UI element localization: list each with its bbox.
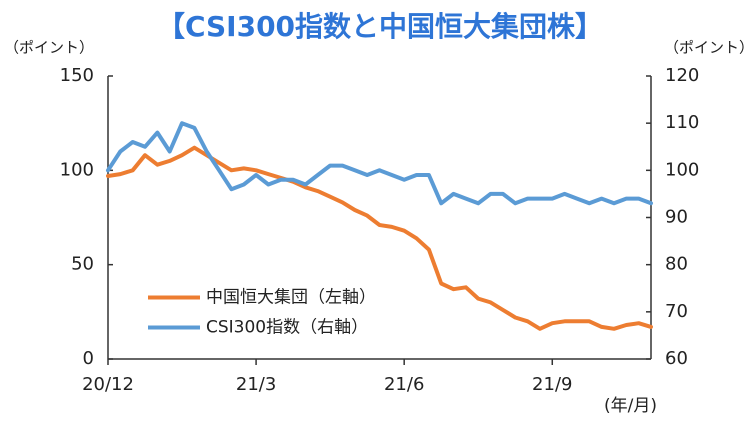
y-tick-label: 100 (60, 159, 94, 180)
x-tick-label: 21/6 (384, 374, 424, 395)
x-tick-label: 21/3 (236, 374, 276, 395)
legend-label: 中国恒大集団（左軸） (206, 288, 376, 308)
y2-tick-label: 110 (665, 112, 699, 133)
y-tick-label: 50 (71, 254, 94, 275)
y-axis-label: （ポイント） (4, 39, 94, 57)
chart-title: 【CSI300指数と中国恒大集団株】 (157, 10, 603, 43)
y-tick-label: 0 (83, 348, 94, 369)
y2-tick-label: 80 (665, 254, 688, 275)
x-axis-label: (年/月) (604, 396, 657, 416)
x-tick-label: 21/9 (532, 374, 572, 395)
legend-label: CSI300指数（右軸） (206, 318, 368, 338)
y2-tick-label: 120 (665, 65, 699, 86)
series-line (106, 121, 653, 206)
y2-tick-label: 70 (665, 301, 688, 322)
y2-tick-label: 90 (665, 207, 688, 228)
y2-tick-label: 60 (665, 348, 688, 369)
y2-axis-label: （ポイント） (664, 39, 752, 57)
y2-tick-label: 100 (665, 159, 699, 180)
x-tick-label: 20/12 (82, 374, 134, 395)
y-tick-label: 150 (60, 65, 94, 86)
series-line (106, 145, 653, 331)
